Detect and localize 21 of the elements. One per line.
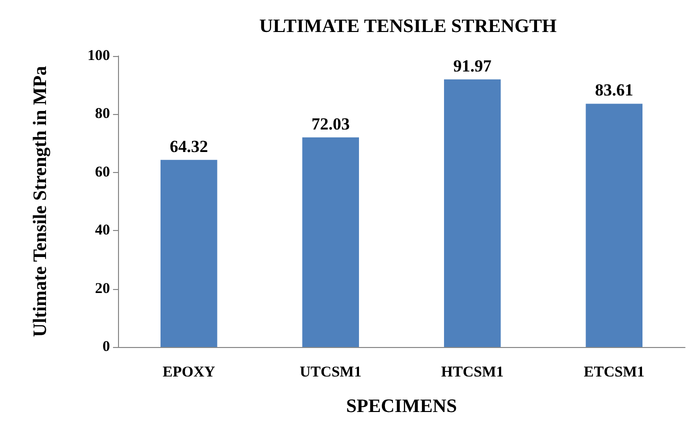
y-tick-label: 80: [95, 106, 110, 122]
y-tick-label: 100: [88, 48, 110, 64]
y-tick-label: 40: [95, 222, 110, 239]
y-tick-label: 60: [95, 164, 110, 180]
x-tick-label: HTCSM1: [441, 364, 504, 380]
data-label: 64.32: [170, 136, 208, 156]
y-axis-title: Ultimate Tensile Strength in MPa: [30, 66, 51, 337]
bar: [444, 79, 501, 347]
x-tick-label: ETCSM1: [584, 364, 645, 380]
bar: [160, 160, 218, 347]
chart-title: ULTIMATE TENSILE STRENGTH: [259, 16, 557, 37]
bar: [586, 104, 642, 347]
x-axis-title: SPECIMENS: [346, 396, 457, 417]
data-label: 83.61: [595, 80, 634, 100]
x-tick-label: UTCSM1: [300, 364, 362, 380]
data-label: 91.97: [453, 56, 492, 76]
y-tick-label: 20: [95, 280, 110, 297]
data-label: 72.03: [312, 114, 350, 134]
x-tick-label: EPOXY: [162, 364, 216, 380]
y-tick-label: 0: [102, 339, 110, 355]
bar: [302, 137, 359, 347]
